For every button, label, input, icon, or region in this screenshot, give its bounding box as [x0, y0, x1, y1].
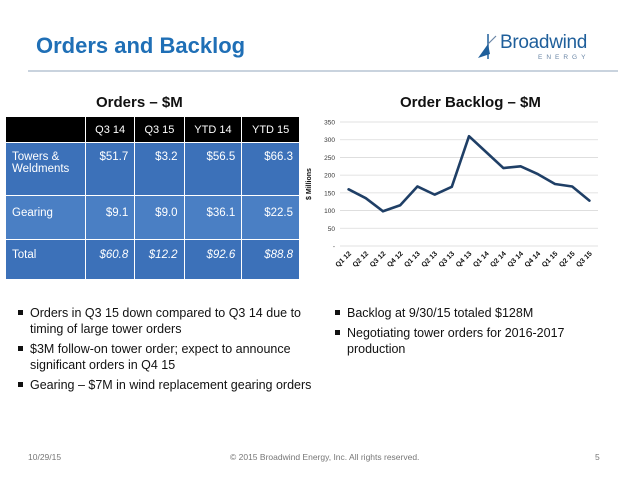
data-point — [451, 186, 453, 188]
broadwind-logo-icon — [478, 34, 497, 59]
data-point — [347, 188, 350, 191]
bullet-square-icon — [18, 382, 23, 387]
y-tick-label: 350 — [324, 120, 335, 127]
x-tick-label: Q3 12 — [369, 250, 388, 269]
bullet-square-icon — [335, 330, 340, 335]
data-point — [399, 204, 401, 207]
table-cell: $56.5 — [183, 142, 243, 196]
data-point — [554, 183, 556, 185]
bullet-square-icon — [18, 310, 23, 315]
y-tick-label: 300 — [324, 137, 335, 144]
x-tick-label: Q1 13 — [403, 250, 422, 269]
orders-table: Q3 14 Q3 15 YTD 14 YTD 15 Towers & Weldm… — [5, 116, 300, 280]
table-cell: $60.8 — [84, 239, 136, 280]
bullet-item: Gearing – $7M in wind replacement gearin… — [18, 377, 318, 393]
logo-name: Broadwind — [500, 32, 588, 53]
column-header: YTD 14 — [183, 116, 243, 143]
bullet-text: $3M follow-on tower order; expect to ann… — [30, 342, 291, 372]
x-tick-label: Q4 12 — [386, 250, 405, 269]
table-cell: $51.7 — [84, 142, 136, 196]
title-divider — [28, 70, 618, 72]
x-tick-label: Q4 14 — [524, 250, 543, 269]
backlog-bullet-list: Backlog at 9/30/15 totaled $128M Negotia… — [335, 305, 620, 361]
page-number: 5 — [595, 452, 600, 462]
table-cell: $9.0 — [134, 195, 185, 240]
bullet-text: Backlog at 9/30/15 totaled $128M — [347, 306, 534, 320]
bullet-square-icon — [335, 310, 340, 315]
x-tick-label: Q3 14 — [507, 250, 526, 269]
orders-section-title: Orders – $M — [96, 94, 183, 111]
x-tick-label: Q2 13 — [421, 250, 440, 269]
y-tick-label: - — [333, 244, 335, 251]
y-tick-label: 250 — [324, 155, 335, 162]
y-tick-label: 200 — [324, 173, 335, 180]
bullet-square-icon — [18, 346, 23, 351]
bullet-text: Orders in Q3 15 down compared to Q3 14 d… — [30, 306, 301, 336]
data-point — [468, 135, 470, 137]
bullet-text: Negotiating tower orders for 2016-2017 p… — [347, 326, 565, 356]
table-row: Total $60.8 $12.2 $92.6 $88.8 — [5, 239, 300, 280]
data-point — [382, 210, 384, 213]
table-cell: $36.1 — [183, 195, 243, 240]
data-point — [571, 185, 573, 188]
bullet-item: $3M follow-on tower order; expect to ann… — [18, 341, 318, 373]
data-point — [537, 173, 539, 175]
x-tick-label: Q2 15 — [558, 250, 577, 269]
y-tick-label: 150 — [324, 190, 335, 197]
series-line — [347, 134, 591, 213]
company-logo: Broadwind ENERGY — [476, 30, 616, 66]
y-tick-label: 50 — [328, 226, 336, 233]
table-cell: $12.2 — [134, 239, 185, 280]
row-label: Gearing — [5, 195, 86, 240]
y-axis-label: $ Millions — [306, 168, 313, 200]
data-point — [485, 151, 487, 153]
column-header — [5, 116, 86, 143]
table-cell: $88.8 — [241, 239, 300, 280]
bullet-item: Negotiating tower orders for 2016-2017 p… — [335, 325, 620, 357]
x-tick-label: Q1 12 — [335, 250, 354, 269]
orders-bullet-list: Orders in Q3 15 down compared to Q3 14 d… — [18, 305, 318, 397]
logo-subtitle: ENERGY — [538, 54, 590, 61]
table-cell: $9.1 — [84, 195, 136, 240]
x-tick-label: Q1 15 — [541, 250, 560, 269]
bullet-item: Backlog at 9/30/15 totaled $128M — [335, 305, 620, 321]
footer-copyright: © 2015 Broadwind Energy, Inc. All rights… — [230, 452, 420, 462]
x-tick-label: Q4 13 — [455, 250, 474, 269]
x-tick-label: Q2 12 — [352, 250, 371, 269]
table-row: Gearing $9.1 $9.0 $36.1 $22.5 — [5, 195, 300, 240]
bullet-text: Gearing – $7M in wind replacement gearin… — [30, 378, 312, 392]
x-tick-label: Q3 13 — [438, 250, 457, 269]
column-header: Q3 15 — [134, 116, 185, 143]
slide-title: Orders and Backlog — [36, 33, 246, 58]
table-cell: $66.3 — [241, 142, 300, 196]
column-header: YTD 15 — [241, 116, 300, 143]
table-cell: $3.2 — [134, 142, 185, 196]
table-cell: $22.5 — [241, 195, 300, 240]
data-point — [365, 197, 367, 199]
column-header: Q3 14 — [84, 116, 136, 143]
table-cell: $92.6 — [183, 239, 243, 280]
footer-date: 10/29/15 — [28, 452, 62, 462]
data-point — [416, 185, 419, 188]
table-row: Towers & Weldments $51.7 $3.2 $56.5 $66.… — [5, 142, 300, 196]
table-header-row: Q3 14 Q3 15 YTD 14 YTD 15 — [5, 116, 300, 143]
data-point — [519, 165, 522, 168]
row-label: Total — [5, 239, 86, 280]
x-tick-label: Q2 14 — [489, 250, 508, 269]
y-tick-label: 100 — [324, 208, 335, 215]
backlog-section-title: Order Backlog – $M — [400, 94, 541, 111]
x-tick-label: Q1 14 — [472, 250, 491, 269]
bullet-item: Orders in Q3 15 down compared to Q3 14 d… — [18, 305, 318, 337]
data-point — [588, 199, 591, 202]
data-point — [502, 167, 505, 169]
data-point — [433, 193, 436, 196]
x-tick-label: Q3 15 — [575, 250, 594, 269]
row-label: Towers & Weldments — [5, 142, 86, 196]
